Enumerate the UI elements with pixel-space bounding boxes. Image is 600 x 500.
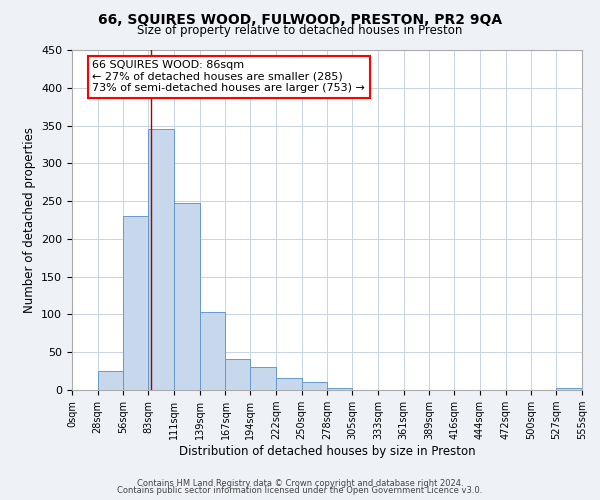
Bar bbox=[250, 368, 276, 390]
Text: Contains public sector information licensed under the Open Government Licence v3: Contains public sector information licen… bbox=[118, 486, 482, 495]
Bar bbox=[328, 388, 352, 390]
Bar bbox=[200, 312, 226, 390]
Text: 66, SQUIRES WOOD, FULWOOD, PRESTON, PR2 9QA: 66, SQUIRES WOOD, FULWOOD, PRESTON, PR2 … bbox=[98, 12, 502, 26]
Bar bbox=[276, 378, 302, 390]
X-axis label: Distribution of detached houses by size in Preston: Distribution of detached houses by size … bbox=[179, 445, 475, 458]
Text: 66 SQUIRES WOOD: 86sqm
← 27% of detached houses are smaller (285)
73% of semi-de: 66 SQUIRES WOOD: 86sqm ← 27% of detached… bbox=[92, 60, 365, 94]
Bar bbox=[174, 202, 200, 390]
Bar bbox=[226, 359, 250, 390]
Text: Size of property relative to detached houses in Preston: Size of property relative to detached ho… bbox=[137, 24, 463, 37]
Text: Contains HM Land Registry data © Crown copyright and database right 2024.: Contains HM Land Registry data © Crown c… bbox=[137, 478, 463, 488]
Bar bbox=[124, 216, 148, 390]
Bar bbox=[98, 371, 124, 390]
Bar bbox=[302, 382, 328, 390]
Y-axis label: Number of detached properties: Number of detached properties bbox=[23, 127, 35, 313]
Bar bbox=[556, 388, 582, 390]
Bar bbox=[148, 130, 174, 390]
